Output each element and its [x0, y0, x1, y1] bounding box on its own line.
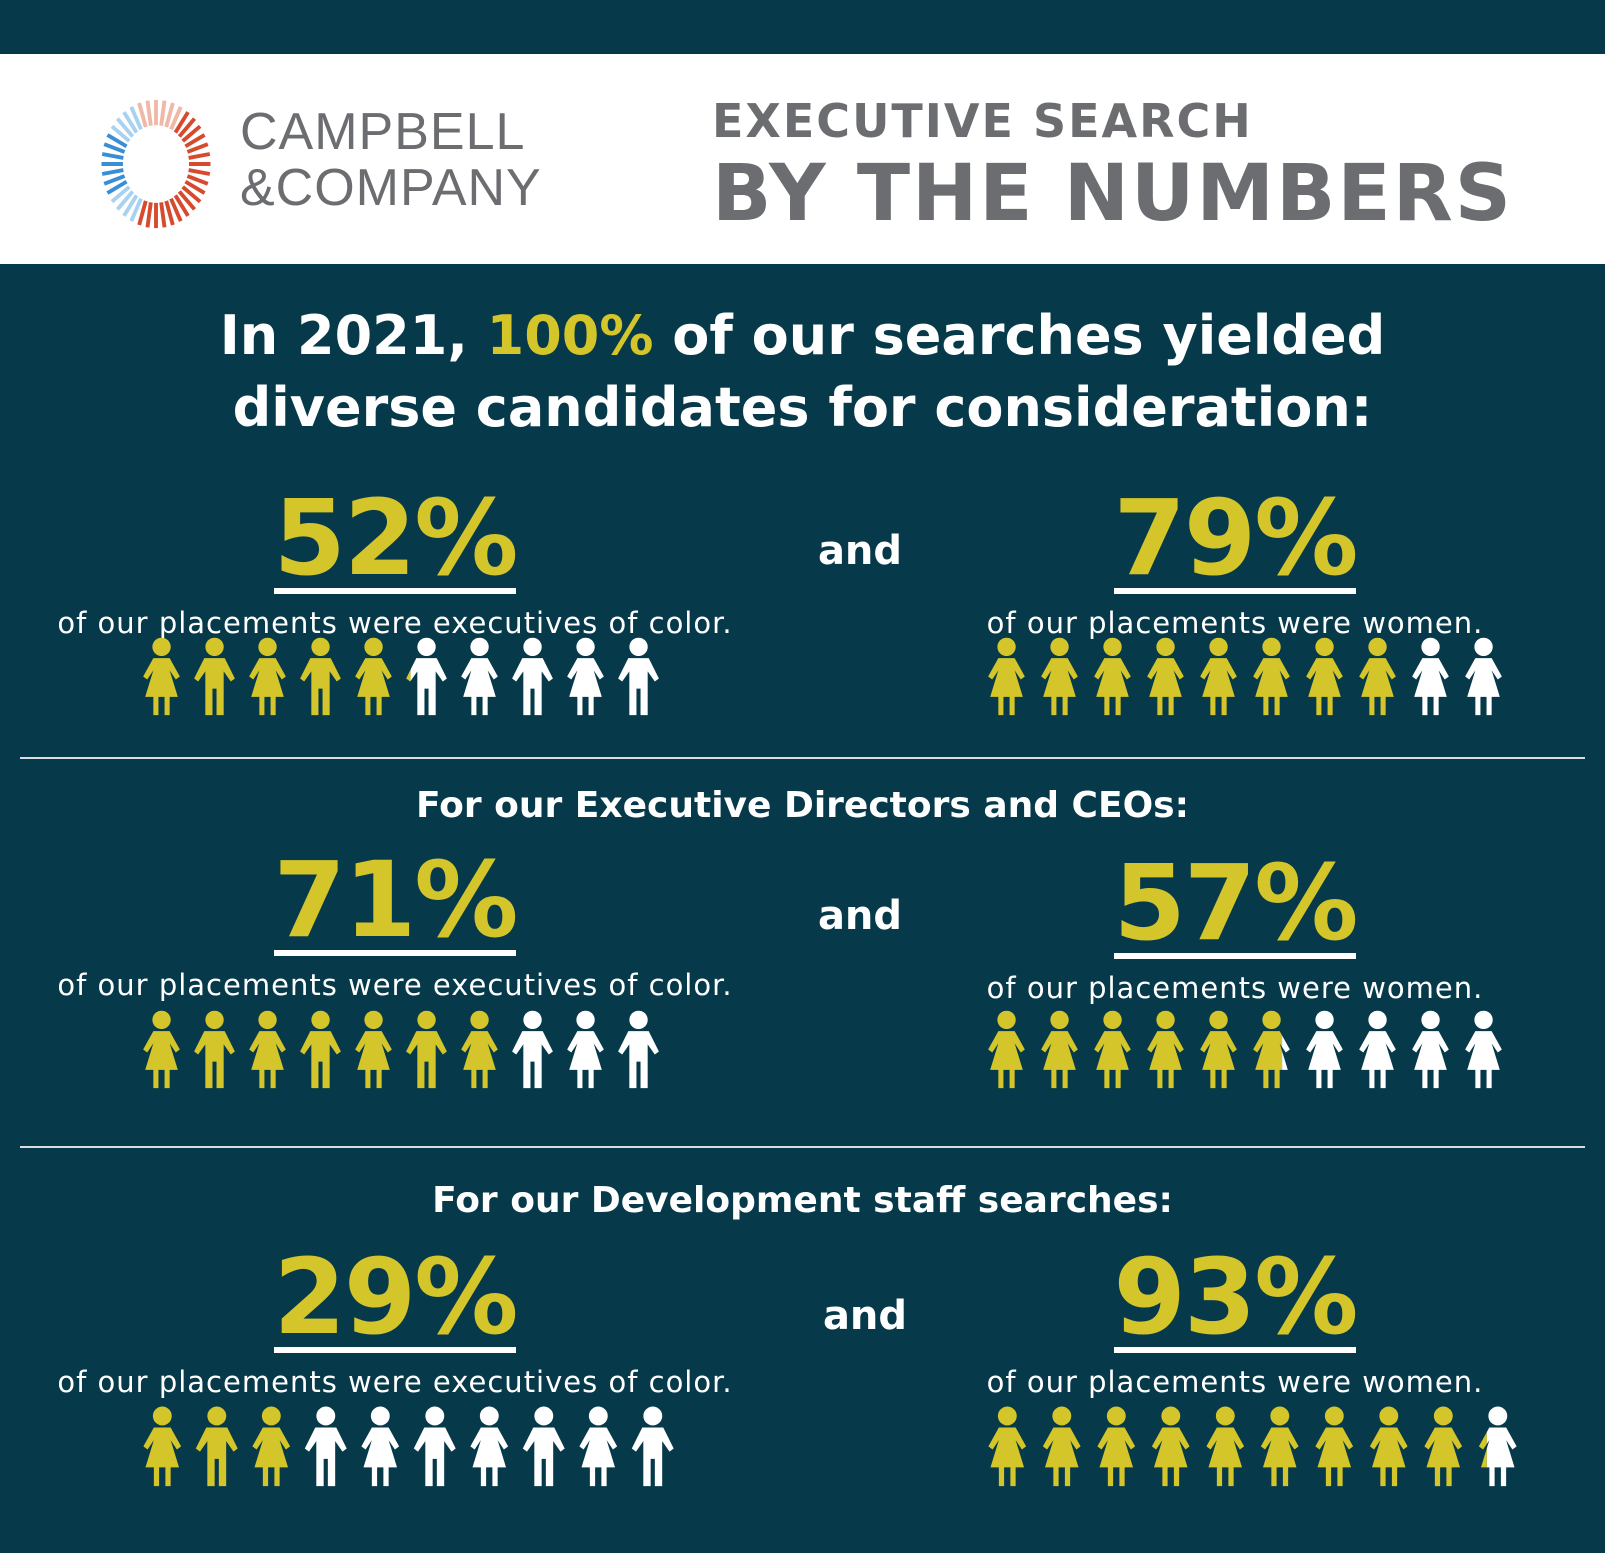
- logo-ray: [159, 202, 167, 228]
- and-label: and: [822, 1293, 908, 1339]
- logo-ray: [145, 202, 153, 228]
- person-icon-empty: [1486, 1406, 1517, 1487]
- divider: [20, 1146, 1585, 1148]
- stat-description: of our placements were women.: [986, 606, 1484, 640]
- logo-ray: [115, 117, 135, 138]
- logo-ray: [184, 179, 206, 195]
- person-icon-filled: [143, 637, 411, 716]
- logo-ray: [159, 100, 167, 126]
- logo-ray: [169, 197, 183, 222]
- company-name-line1: CAMPBELL: [240, 103, 526, 161]
- people-figures-row3-right: [988, 1406, 1517, 1487]
- people-figures-row3-left: [143, 1406, 674, 1487]
- headline-part2: of our searches yielded: [653, 304, 1386, 367]
- top-bar: [0, 0, 1605, 54]
- logo-ray: [181, 185, 202, 204]
- sunburst-logo-icon: [101, 99, 211, 229]
- stat-description: of our placements were executives of col…: [57, 968, 733, 1002]
- person-icon-filled: [143, 1010, 498, 1089]
- stat-row3-right: 93% of our placements were women.: [855, 1236, 1605, 1399]
- stat-row2-left: 71% of our placements were executives of…: [15, 839, 775, 1002]
- person-icon-filled: [988, 1406, 1487, 1487]
- section-heading-executive-directors: For our Executive Directors and CEOs:: [415, 785, 1189, 826]
- logo-ray: [184, 133, 206, 149]
- stat-description: of our placements were executives of col…: [57, 1365, 733, 1399]
- person-icon-filled: [988, 1010, 1283, 1089]
- section-heading-development-staff: For our Development staff searches:: [432, 1180, 1173, 1221]
- person-icon-empty: [1282, 1010, 1502, 1089]
- headline-part1: In 2021,: [219, 304, 487, 367]
- people-figures-row2-left: [143, 1010, 659, 1089]
- logo-ray: [137, 200, 148, 226]
- stat-row1-right: 79% of our placements were women.: [855, 477, 1605, 640]
- logo-ray: [177, 190, 197, 211]
- logo-ray: [103, 142, 126, 154]
- logo-ray: [186, 174, 209, 186]
- headline: In 2021, 100% of our searches yielded di…: [0, 300, 1605, 444]
- headline-line1: In 2021, 100% of our searches yielded: [0, 300, 1605, 372]
- headline-highlight: 100%: [486, 304, 654, 367]
- header-title: BY THE NUMBERS: [712, 149, 1513, 239]
- logo-ray: [173, 111, 190, 134]
- logo-ray: [164, 200, 175, 226]
- logo-ray: [122, 194, 139, 217]
- and-label: and: [817, 528, 903, 574]
- logo-ray: [103, 174, 126, 186]
- logo-ray: [110, 124, 131, 143]
- logo-ray: [122, 111, 139, 134]
- logo-ray: [145, 100, 153, 126]
- stat-percent: 79%: [1113, 477, 1358, 599]
- header: CAMPBELL &COMPANY EXECUTIVE SEARCH BY TH…: [0, 54, 1605, 264]
- logo-ray: [101, 152, 124, 160]
- logo-ray: [101, 168, 124, 176]
- logo-ray: [106, 133, 128, 149]
- divider: [20, 757, 1585, 759]
- stat-percent: 71%: [273, 839, 518, 961]
- person-icon-empty: [410, 637, 659, 716]
- logo-ray: [137, 102, 148, 128]
- logo-ray: [164, 102, 175, 128]
- logo-ray: [173, 194, 190, 217]
- stat-description: of our placements were women.: [986, 971, 1484, 1005]
- person-icon-empty: [512, 1010, 659, 1089]
- logo-ray: [188, 152, 211, 160]
- stat-percent: 57%: [1113, 842, 1358, 964]
- and-label: and: [817, 893, 903, 939]
- stat-percent: 52%: [273, 477, 518, 599]
- logo-ray: [188, 168, 211, 176]
- people-figures-row1-left: [143, 637, 659, 716]
- stat-row1-left: 52% of our placements were executives of…: [15, 477, 775, 640]
- company-name-line2: &COMPANY: [240, 159, 542, 217]
- stat-description: of our placements were executives of col…: [57, 606, 733, 640]
- header-subtitle: EXECUTIVE SEARCH: [712, 94, 1253, 148]
- person-icon-empty: [304, 1406, 674, 1487]
- logo-ray: [129, 197, 143, 222]
- logo-ray: [169, 106, 183, 131]
- stat-percent: 29%: [273, 1236, 518, 1358]
- logo-ray: [110, 185, 131, 204]
- logo-ray: [115, 190, 135, 211]
- logo-ray: [181, 124, 202, 143]
- stat-row2-right: 57% of our placements were women.: [855, 842, 1605, 1005]
- company-name: CAMPBELL &COMPANY: [240, 104, 542, 216]
- headline-line2: diverse candidates for consideration:: [232, 376, 1373, 439]
- person-icon-empty: [1412, 637, 1502, 716]
- people-figures-row1-right: [988, 637, 1502, 716]
- people-figures-row2-right: [988, 1010, 1502, 1089]
- logo-ray: [129, 106, 143, 131]
- person-icon-filled: [143, 1406, 291, 1487]
- logo-ray: [177, 117, 197, 138]
- stat-percent: 93%: [1113, 1236, 1358, 1358]
- stat-description: of our placements were women.: [986, 1365, 1484, 1399]
- stat-row3-left: 29% of our placements were executives of…: [15, 1236, 775, 1399]
- logo-ray: [186, 142, 209, 154]
- logo-ray: [106, 179, 128, 195]
